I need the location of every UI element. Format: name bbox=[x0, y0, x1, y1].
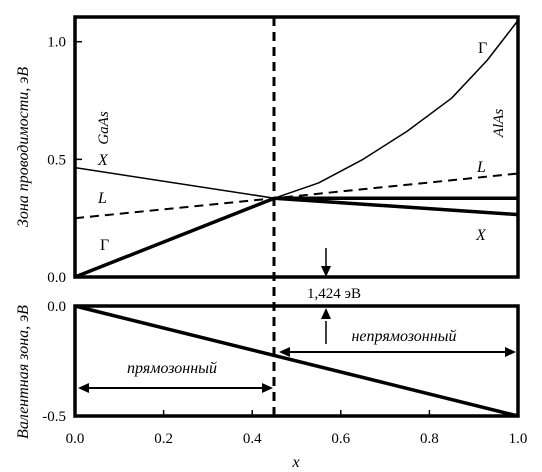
conduction-band-frame bbox=[73, 15, 520, 279]
alas-label: AlAs bbox=[491, 109, 507, 138]
conduction-band-series-3 bbox=[274, 196, 519, 217]
conduction-band-series-2 bbox=[74, 166, 275, 199]
x-tick-label: 0.0 bbox=[66, 431, 85, 447]
valence-band-frame bbox=[73, 304, 520, 418]
conduction-band-y-tick-label: 1.0 bbox=[47, 35, 66, 51]
x-tick-label: 0.8 bbox=[420, 431, 439, 447]
gaas-label: GaAs bbox=[96, 111, 112, 144]
valence-band-y-tick-label: -0.5 bbox=[42, 409, 66, 425]
indirect-region-arrow bbox=[279, 347, 516, 357]
x-left-label: X bbox=[97, 152, 109, 169]
conduction-band-ylabel: Зона проводимости, эВ bbox=[15, 67, 32, 227]
valence-band-series-0 bbox=[74, 304, 519, 418]
conduction-band-y-ticks: 0.0 0.5 1.0 bbox=[47, 35, 82, 286]
conduction-band-panel: 0.0 0.5 1.0 Зона проводимости, эВ GaAs AlA… bbox=[15, 15, 520, 286]
l-left-label: L bbox=[97, 190, 107, 207]
x-tick-label: 1.0 bbox=[509, 431, 528, 447]
valence-band-curves bbox=[74, 304, 519, 418]
conduction-band-y-tick-label: 0.0 bbox=[47, 270, 66, 286]
valence-band-y-tick-label: 0.0 bbox=[47, 299, 66, 315]
gamma-right-label: Γ bbox=[478, 40, 487, 57]
indirect-label: непрямозонный bbox=[351, 328, 456, 345]
gap-energy-label: 1,424 эВ bbox=[307, 286, 361, 302]
valence-band-ylabel: Валентная зона, эВ bbox=[15, 305, 32, 439]
conduction-band-y-tick-label: 0.5 bbox=[47, 152, 66, 168]
x-tick-label: 0.2 bbox=[154, 431, 173, 447]
x-axis-ticks: 0.0 0.2 0.4 0.6 0.8 1.0 bbox=[66, 410, 528, 447]
conduction-band-curves bbox=[74, 20, 519, 279]
conduction-band-series-1 bbox=[274, 20, 519, 199]
direct-region-arrow bbox=[78, 383, 273, 393]
x-tick-label: 0.4 bbox=[243, 431, 262, 447]
valence-band-y-ticks: 0.0 -0.5 bbox=[42, 299, 82, 425]
x-tick-label: 0.6 bbox=[331, 431, 350, 447]
x-right-label: X bbox=[475, 227, 487, 244]
gamma-left-label: Γ bbox=[100, 237, 109, 254]
direct-label: прямозонный bbox=[127, 360, 217, 377]
gap-arrows bbox=[321, 248, 331, 344]
x-axis-label: x bbox=[291, 454, 299, 471]
valence-band-panel: 0.0-0.5 0.0 0.2 0.4 0.6 0.8 1.0 Валентная зон… bbox=[15, 299, 527, 471]
l-right-label: L bbox=[476, 159, 486, 176]
